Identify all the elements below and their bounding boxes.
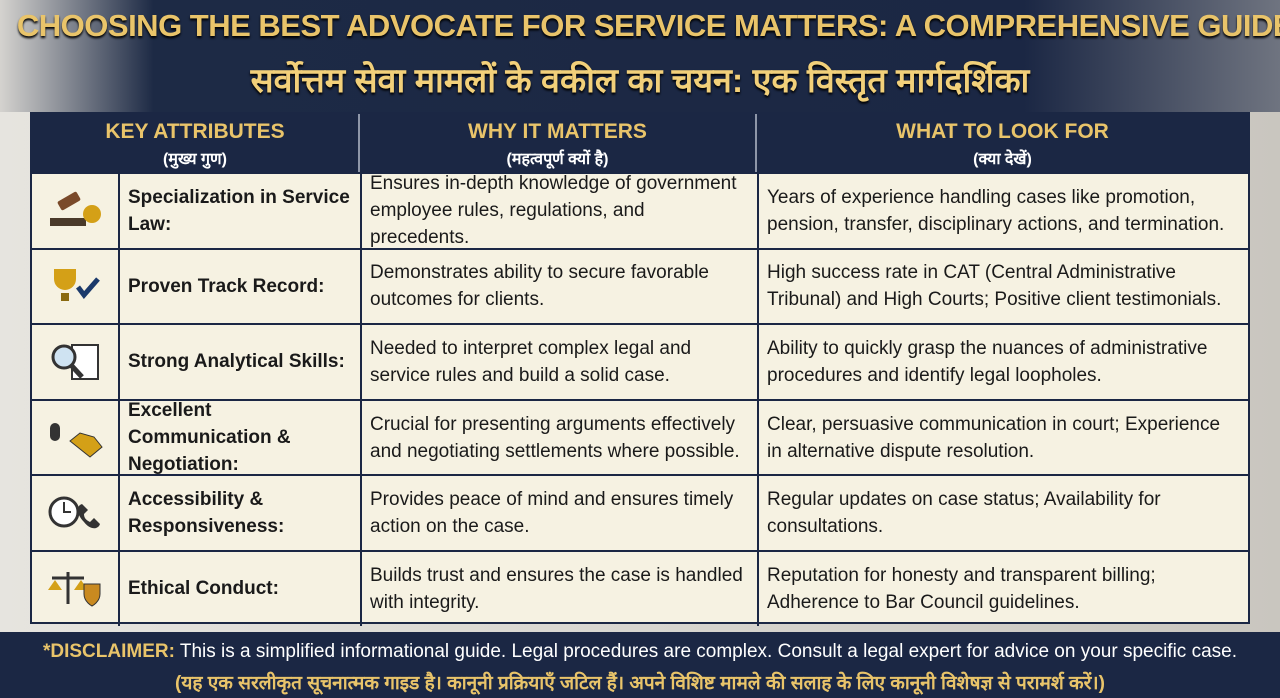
column-header: WHY IT MATTERS (महत्वपूर्ण क्यों है) [360,114,757,172]
row-icon [48,571,101,607]
attribute-cell: Accessibility & Responsiveness: [118,476,360,550]
attribute-cell: Specialization in Service Law: [118,174,360,248]
why-cell: Needed to interpret complex legal and se… [360,325,757,399]
icon-cell [32,476,118,550]
table-row: Proven Track Record: Demonstrates ability… [32,247,1248,324]
icon-cell [32,250,118,324]
row-icon [50,191,101,226]
why-cell: Crucial for presenting arguments effecti… [360,400,757,475]
attribute-cell: Strong Analytical Skills: [118,325,360,399]
attribute-cell: Proven Track Record: [118,249,360,324]
header: CHOOSING THE BEST ADVOCATE FOR SERVICE M… [0,0,1280,112]
icon-cell [32,174,118,248]
table: KEY ATTRIBUTES (मुख्य गुण) WHY IT MATTERS… [30,112,1250,626]
why-cell: Provides peace of mind and ensures timel… [360,476,757,550]
why-cell: Ensures in-depth knowledge of government… [360,173,757,248]
what-cell: Regular updates on case status; Availabi… [757,476,1248,550]
why-cell: Demonstrates ability to secure favorable… [360,249,757,324]
table-row: Strong Analytical Skills: Needed to inter… [32,323,1248,399]
column-title: KEY ATTRIBUTES [105,120,285,143]
table-row: Accessibility & Responsiveness: Provides … [32,474,1248,550]
column-subtitle: (मुख्य गुण) [163,151,227,168]
attribute-cell: Ethical Conduct: [118,552,360,626]
disclaimer: *DISCLAIMER: This is a simplified inform… [0,641,1280,663]
row-icon [51,343,99,380]
footer: *DISCLAIMER: This is a simplified inform… [0,632,1280,698]
table-row: Excellent Communication & Negotiation: Cr… [32,398,1248,475]
attribute-cell: Excellent Communication & Negotiation: [118,400,360,475]
disclaimer-hindi: (यह एक सरलीकृत सूचनात्मक गाइड है। कानूनी… [175,673,1105,694]
row-icon [54,269,100,302]
column-header: KEY ATTRIBUTES (मुख्य गुण) [32,114,360,172]
column-title: WHY IT MATTERS [468,120,647,143]
icon-cell [32,325,118,399]
what-cell: Years of experience handling cases like … [757,174,1248,248]
title: CHOOSING THE BEST ADVOCATE FOR SERVICE M… [16,8,1280,43]
icon-cell [32,401,118,475]
column-subtitle: (महत्वपूर्ण क्यों है) [506,151,609,168]
row-icon [50,422,103,458]
disclaimer-label: *DISCLAIMER: [42,641,175,662]
table-row: Ethical Conduct: Builds trust and ensures… [32,550,1248,626]
column-subtitle: (क्या देखें) [973,151,1032,168]
why-cell: Builds trust and ensures the case is han… [360,552,757,626]
what-cell: Reputation for honesty and transparent b… [757,552,1248,626]
column-title: WHAT TO LOOK FOR [896,120,1109,143]
table-row: Specialization in Service Law: Ensures in… [32,172,1248,248]
what-cell: Clear, persuasive communication in court… [757,400,1248,475]
disclaimer-text: This is a simplified informational guide… [179,641,1238,662]
column-header: WHAT TO LOOK FOR (क्या देखें) [757,114,1248,172]
what-cell: Ability to quickly grasp the nuances of … [757,325,1248,399]
subtitle: सर्वोत्तम सेवा मामलों के वकील का चयन: एक… [250,62,1030,100]
what-cell: High success rate in CAT (Central Admini… [757,249,1248,324]
row-icon [48,496,100,529]
icon-cell [32,552,118,626]
